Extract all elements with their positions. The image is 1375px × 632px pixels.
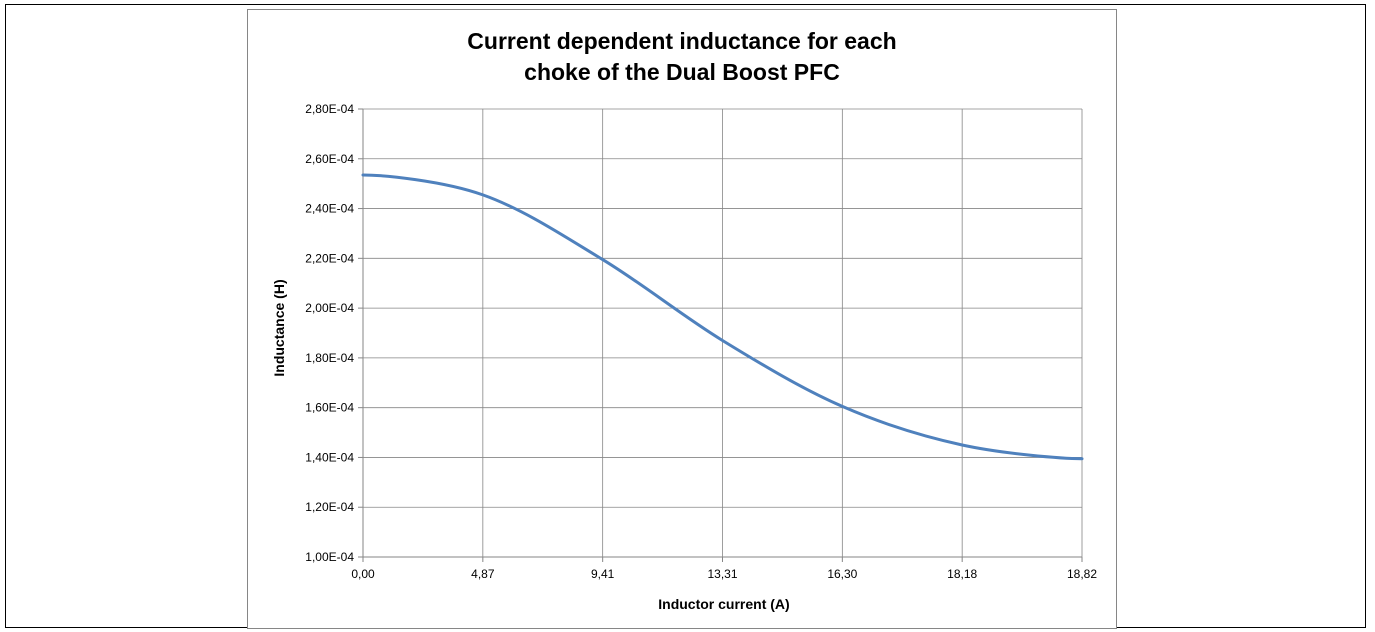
chart-title-line-2: choke of the Dual Boost PFC bbox=[524, 59, 840, 85]
x-tick-label: 4,87 bbox=[471, 567, 495, 581]
x-axis-title: Inductor current (A) bbox=[658, 596, 789, 612]
x-tick-label: 0,00 bbox=[351, 567, 375, 581]
y-tick-label: 2,00E-04 bbox=[305, 301, 354, 315]
chart-title-line-1: Current dependent inductance for each bbox=[467, 28, 896, 54]
y-tick-label: 1,80E-04 bbox=[305, 351, 354, 365]
y-tick-label: 1,60E-04 bbox=[305, 401, 354, 415]
y-tick-label: 2,20E-04 bbox=[305, 251, 354, 265]
chart-area: Current dependent inductance for each ch… bbox=[247, 9, 1117, 629]
series bbox=[361, 173, 1084, 461]
tick-labels: 1,00E-04 1,20E-04 1,40E-04 1,60E-04 1,80E-04… bbox=[305, 102, 1097, 581]
line-chart: Current dependent inductance for each ch… bbox=[271, 28, 1097, 612]
y-tick-label: 2,40E-04 bbox=[305, 202, 354, 216]
x-tick-label: 18,18 bbox=[947, 567, 977, 581]
y-axis-title: Inductance (H) bbox=[271, 279, 287, 376]
y-tick-label: 2,60E-04 bbox=[305, 152, 354, 166]
x-tick-label: 16,30 bbox=[827, 567, 857, 581]
y-tick-label: 1,00E-04 bbox=[305, 550, 354, 564]
y-tick-label: 1,40E-04 bbox=[305, 450, 354, 464]
x-tick-label: 13,31 bbox=[707, 567, 737, 581]
y-tick-label: 1,20E-04 bbox=[305, 500, 354, 514]
grid bbox=[363, 108, 1083, 557]
axes bbox=[358, 108, 1083, 562]
x-tick-label: 18,82 bbox=[1067, 567, 1097, 581]
y-tick-label: 2,80E-04 bbox=[305, 102, 354, 116]
x-tick-label: 9,41 bbox=[591, 567, 615, 581]
